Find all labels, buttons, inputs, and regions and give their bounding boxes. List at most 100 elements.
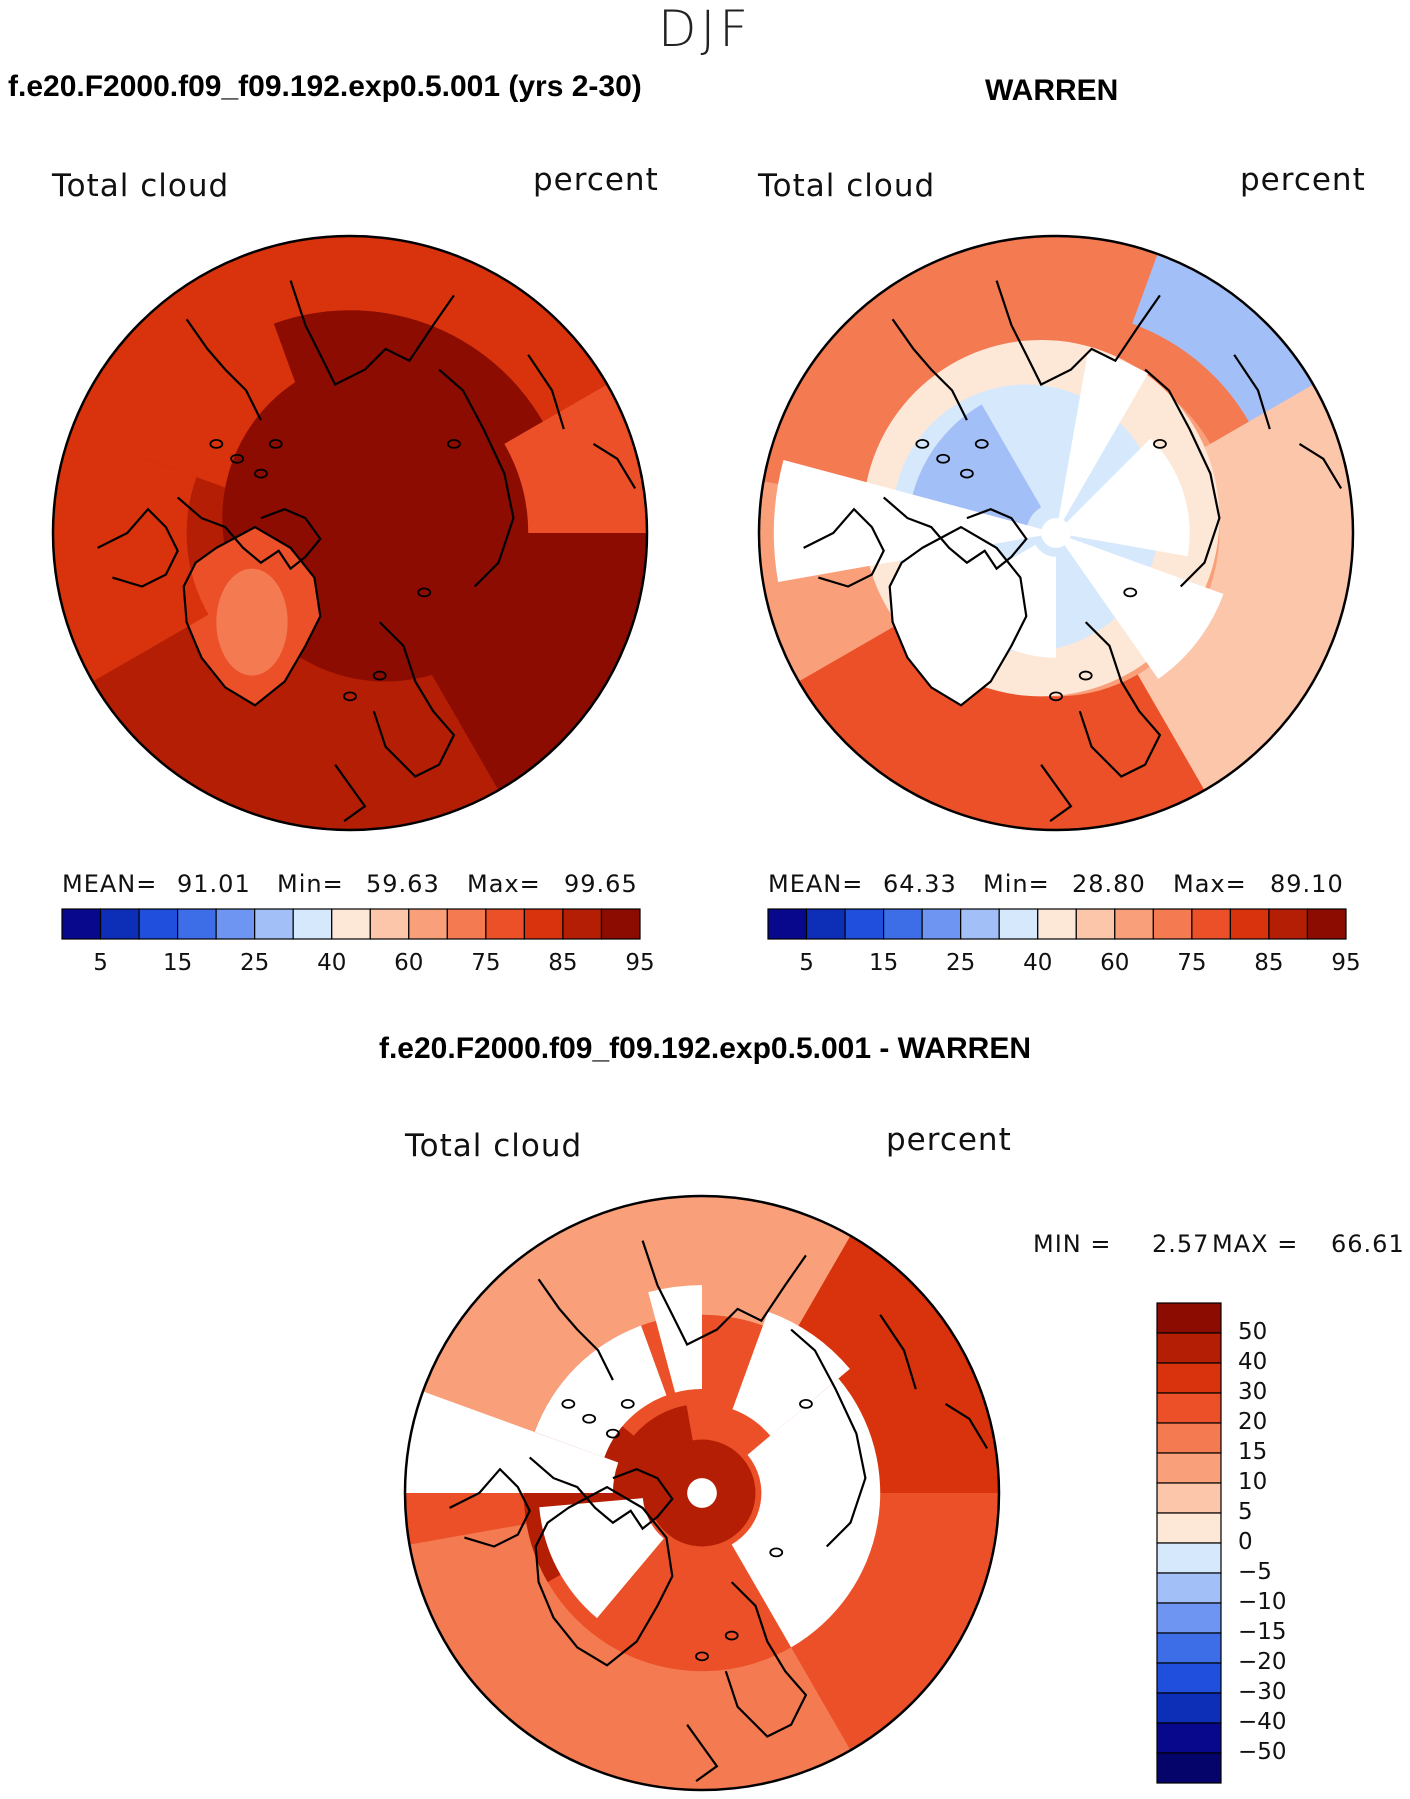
coastline-island <box>1153 438 1167 449</box>
colorbar-box <box>882 908 923 940</box>
coastline <box>592 442 637 489</box>
colorbar-box <box>1037 908 1077 940</box>
no-data-region <box>1064 538 1224 679</box>
stat-mean-label-obs: MEAN= <box>768 870 864 898</box>
cloud-region <box>379 533 647 804</box>
coastline <box>334 764 367 822</box>
coastline <box>944 1402 989 1449</box>
stat-max-value-diff: 66.61 <box>1331 1230 1405 1258</box>
coastline <box>449 1467 531 1548</box>
colorbar-tick-label: −10 <box>1238 1589 1287 1615</box>
coastline <box>995 280 1161 386</box>
colorbar-box <box>292 908 333 940</box>
no-data-region <box>687 1478 717 1508</box>
coastline <box>1233 354 1271 430</box>
colorbar-tick-label: 0 <box>1238 1529 1253 1555</box>
colorbar-tick-label: 5 <box>93 950 108 976</box>
coastline <box>1298 442 1343 489</box>
coastline <box>372 621 456 778</box>
stat-min-label-diff: MIN = <box>1033 1230 1112 1258</box>
colorbar-tick-label: 5 <box>1238 1499 1253 1525</box>
colorbar-box <box>1156 1752 1222 1784</box>
coastline-island <box>417 587 432 598</box>
colorbar-box <box>176 908 217 940</box>
colorbar-tick-label: 95 <box>625 950 655 976</box>
coastline-island <box>959 468 974 479</box>
coastline <box>641 1240 807 1346</box>
coastline <box>527 354 565 430</box>
colorbar-tick-label: 15 <box>162 950 193 976</box>
stat-min-value-diff: 2.57 <box>1152 1230 1210 1258</box>
coastline-island <box>769 1547 784 1558</box>
colorbar-tick-label: −20 <box>1238 1649 1287 1675</box>
colorbar-tick-label: 15 <box>1238 1439 1268 1465</box>
colorbar-box <box>1156 1542 1222 1574</box>
colorbar-tick-label: 40 <box>1023 950 1053 976</box>
coastline-greenland <box>534 1485 674 1667</box>
coastline <box>1078 621 1162 778</box>
colorbar-box <box>998 908 1039 940</box>
units-label-model: percent <box>533 162 659 198</box>
coastline <box>537 1278 614 1381</box>
colorbar-tick-label: 25 <box>240 950 270 976</box>
coastline-island <box>620 1398 635 1409</box>
colorbar-box <box>408 908 448 940</box>
colorbar-box <box>1075 908 1116 940</box>
stat-min-label-model: Min= <box>277 870 344 898</box>
colorbar-tick-label: 10 <box>1238 1469 1268 1495</box>
colorbar-box <box>99 908 140 940</box>
colorbar-box <box>369 908 410 940</box>
polar-map-model <box>51 234 649 832</box>
colorbar-box <box>1156 1632 1222 1664</box>
colorbar-box <box>600 908 641 940</box>
colorbar-box <box>138 908 179 940</box>
coastline <box>1144 368 1221 588</box>
coastline <box>176 496 322 571</box>
map-boundary <box>757 234 1355 832</box>
coastline-island <box>343 691 357 702</box>
coastline-island <box>209 438 224 449</box>
coastline-island <box>605 1428 620 1439</box>
colorbar-tick-label: 85 <box>1254 950 1284 976</box>
coastline-island <box>1049 691 1063 702</box>
colorbar-tick-label: −30 <box>1238 1679 1287 1705</box>
colorbar-box <box>485 908 526 940</box>
coastline-greenland <box>888 525 1028 707</box>
colorbar-box <box>1156 1662 1222 1694</box>
colorbar-model <box>61 908 641 940</box>
colorbar-tick-label: 30 <box>1238 1379 1268 1405</box>
stat-max-value-obs: 89.10 <box>1270 870 1344 898</box>
colorbar-box <box>1229 908 1270 940</box>
colorbar-box <box>61 908 102 940</box>
stat-max-label-diff: MAX = <box>1212 1230 1299 1258</box>
stat-min-value-model: 59.63 <box>366 870 440 898</box>
polar-map-obs <box>757 234 1355 832</box>
colorbar-tick-label: −5 <box>1238 1559 1272 1585</box>
colorbar-tick-label: 20 <box>1238 1409 1268 1435</box>
colorbar-diff <box>1156 1302 1222 1784</box>
coastline-island <box>1078 670 1093 681</box>
colorbar-tick-label: 95 <box>1331 950 1361 976</box>
map-boundary <box>403 1194 1001 1792</box>
colorbar-box <box>1156 1572 1222 1604</box>
stat-mean-value-model: 91.01 <box>177 870 251 898</box>
colorbar-tick-label: 40 <box>1238 1349 1268 1375</box>
colorbar-box <box>1156 1722 1222 1754</box>
variable-label-diff: Total cloud <box>405 1128 583 1164</box>
colorbar-tick-label: 40 <box>317 950 347 976</box>
coastline-island <box>915 438 930 449</box>
no-data-region <box>1058 351 1149 521</box>
colorbar-tick-label: 60 <box>394 950 424 976</box>
colorbar-tick-label: 60 <box>1100 950 1130 976</box>
colorbar-tick-label: 75 <box>1177 950 1207 976</box>
colorbar-box <box>1268 908 1309 940</box>
variable-label-model: Total cloud <box>52 168 230 204</box>
map-boundary <box>51 234 649 832</box>
units-label-diff: percent <box>886 1122 1012 1158</box>
no-data-region <box>539 1498 664 1619</box>
stat-max-label-model: Max= <box>467 870 541 898</box>
colorbar-box <box>446 908 487 940</box>
panel-title-obs: WARREN <box>985 74 1119 107</box>
colorbar-box <box>1156 1482 1222 1514</box>
stat-mean-label-model: MEAN= <box>62 870 158 898</box>
